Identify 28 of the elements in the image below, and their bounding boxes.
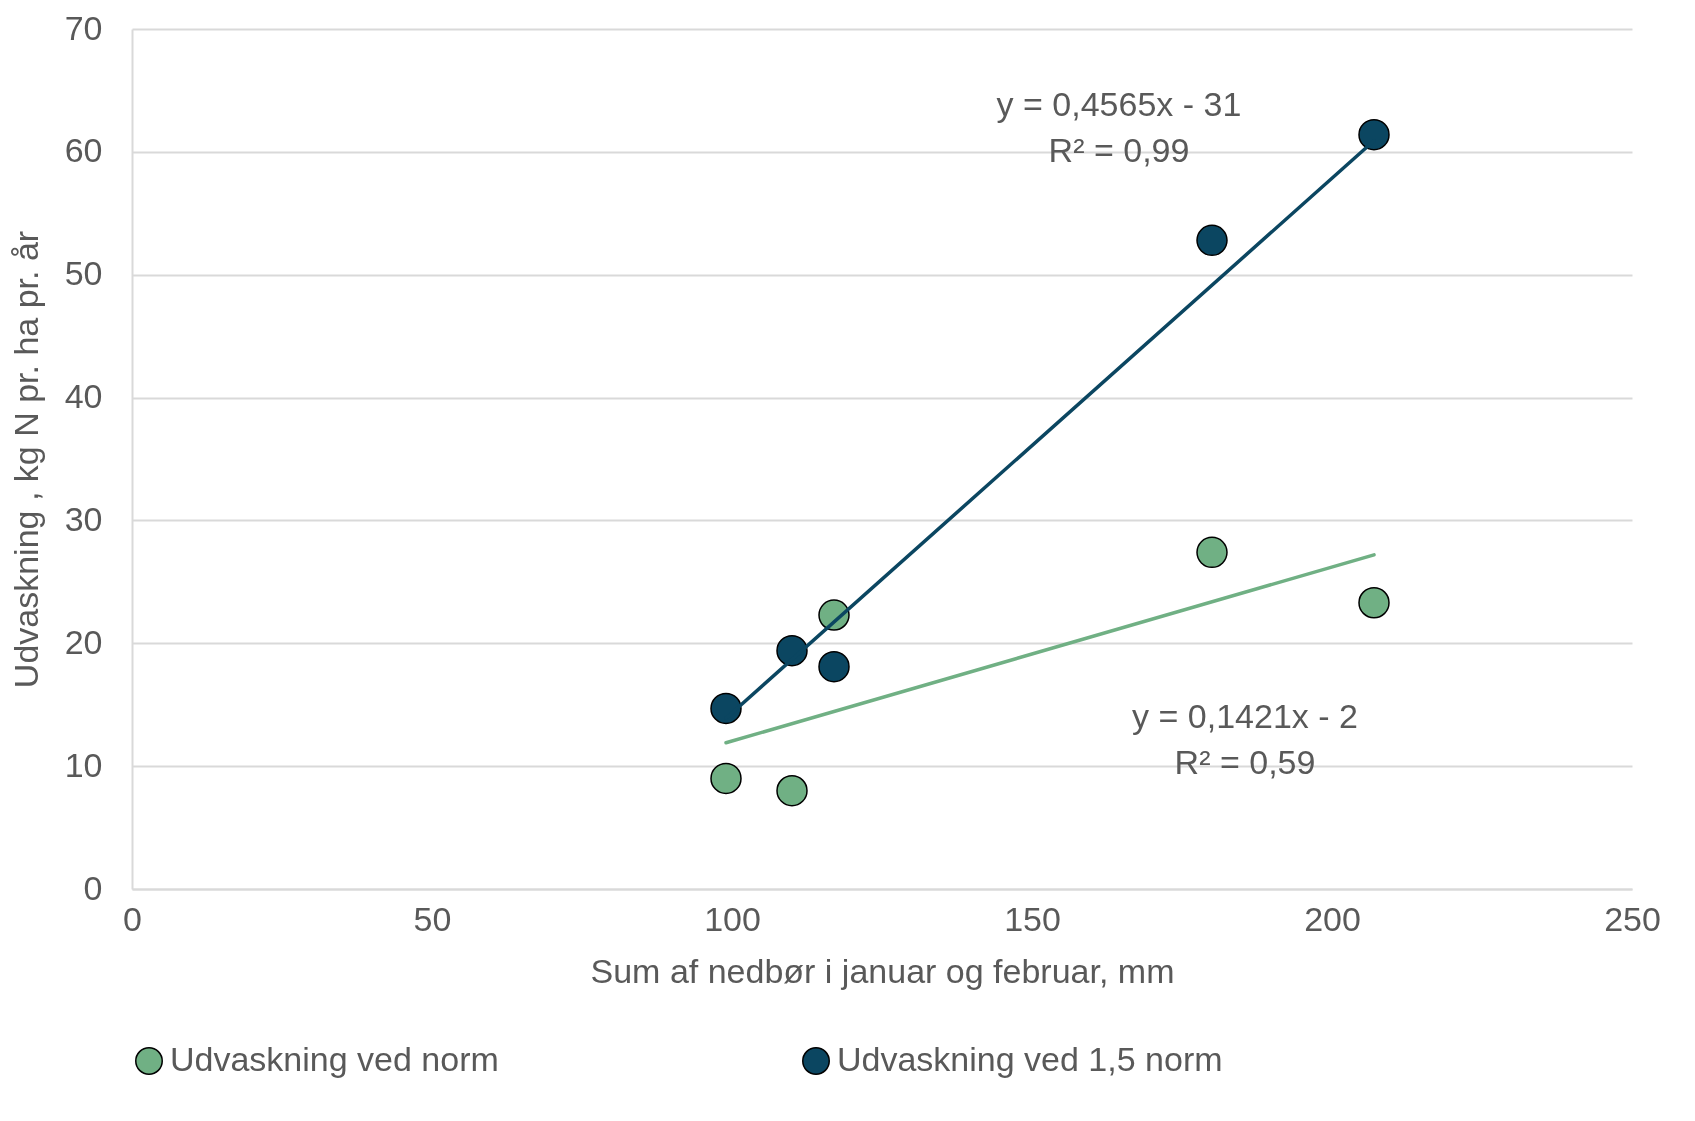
y-tick-label: 60 <box>64 131 103 170</box>
point <box>1196 224 1228 257</box>
x-tick-label: 200 <box>1304 899 1361 938</box>
x-axis-title: Sum af nedbør i januar og februar, mm <box>590 951 1175 990</box>
legend-label: Udvaskning ved norm <box>170 1040 499 1078</box>
x-tick-label: 150 <box>1004 899 1061 938</box>
point <box>818 650 850 683</box>
point <box>710 762 742 795</box>
y-tick-label: 20 <box>64 622 103 661</box>
x-tick-label: 50 <box>413 899 452 938</box>
annotation: y = 0,1421x - 2 R² = 0,59 <box>1132 697 1358 781</box>
point <box>1358 587 1390 619</box>
point <box>776 774 808 807</box>
x-tick-label: 0 <box>123 899 142 938</box>
point <box>710 692 742 725</box>
y-tick-label: 40 <box>64 377 103 416</box>
point <box>1358 118 1390 151</box>
x-tick-label: 100 <box>704 899 761 938</box>
y-axis-title: Udvaskning , kg N pr. ha pr. år <box>6 230 45 689</box>
y-tick-label: 50 <box>64 254 103 293</box>
legend-label: Udvaskning ved 1,5 norm <box>837 1040 1223 1078</box>
annotation: y = 0,4565x - 31 R² = 0,99 <box>996 85 1242 169</box>
y-tick-label: 0 <box>83 868 103 907</box>
y-tick-label: 30 <box>64 499 103 538</box>
x-tick-label: 250 <box>1604 899 1661 938</box>
y-tick-label: 70 <box>64 8 103 47</box>
point <box>1196 536 1228 569</box>
y-tick-label: 10 <box>64 745 103 784</box>
